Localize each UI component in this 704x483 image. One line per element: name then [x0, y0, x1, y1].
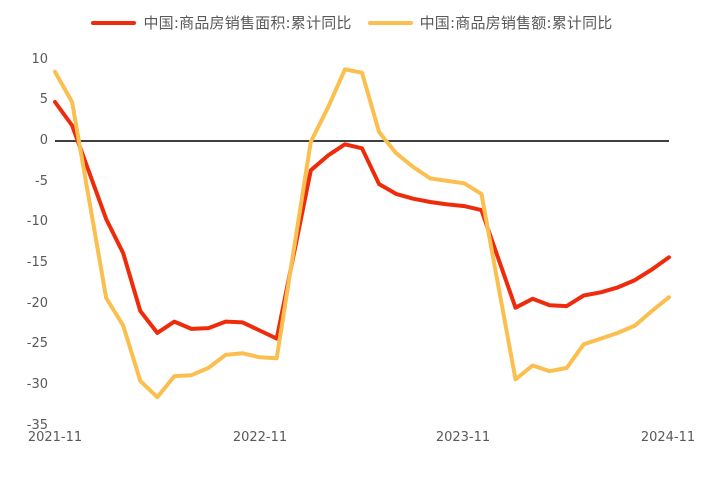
y-tick-label: -35: [26, 418, 48, 433]
orange-line-swatch-icon: [367, 20, 413, 25]
y-tick-label: 0: [39, 133, 48, 148]
series-line-sales-area: [53, 100, 671, 341]
series-line-sales-amount: [53, 67, 671, 400]
red-line-swatch-icon: [91, 20, 137, 25]
y-tick-label: 10: [31, 52, 48, 67]
y-tick-label: -10: [26, 214, 48, 229]
legend-item-sales-amount[interactable]: 中国:商品房销售额:累计同比: [367, 12, 613, 33]
x-tick-label: 2021-11: [27, 430, 83, 445]
chart-legend: 中国:商品房销售面积:累计同比 中国:商品房销售额:累计同比: [0, 12, 704, 33]
y-tick-label: -20: [26, 296, 48, 311]
y-tick-label: -5: [35, 174, 48, 189]
legend-label-sales-amount: 中国:商品房销售额:累计同比: [419, 14, 613, 32]
x-tick-label: 2024-11: [640, 430, 696, 445]
x-tick-label: 2022-11: [232, 430, 288, 445]
legend-item-sales-area[interactable]: 中国:商品房销售面积:累计同比: [91, 12, 351, 33]
x-tick-label: 2023-11: [435, 430, 491, 445]
y-tick-label: -25: [26, 336, 48, 351]
y-tick-label: -30: [26, 377, 48, 392]
y-tick-label: -15: [26, 255, 48, 270]
legend-label-sales-area: 中国:商品房销售面积:累计同比: [143, 14, 352, 32]
y-tick-label: 5: [39, 92, 48, 107]
